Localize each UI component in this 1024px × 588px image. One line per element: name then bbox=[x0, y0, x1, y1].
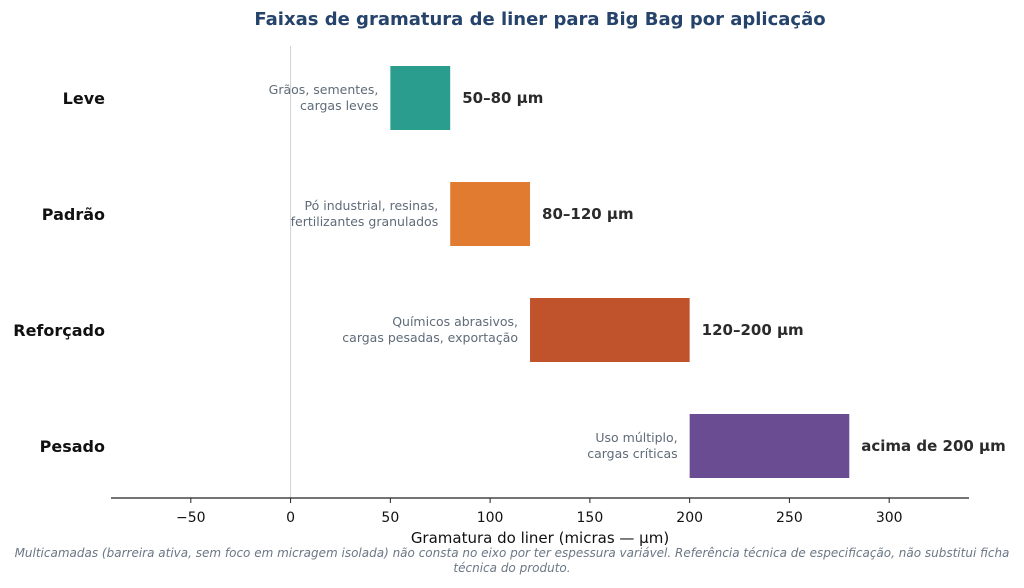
range-label-padrao: 80–120 µm bbox=[542, 205, 634, 223]
description-label-reforcado: Químicos abrasivos, bbox=[392, 314, 518, 329]
bars-layer: Leve 50–80 µm Grãos, sementes,cargas leves… bbox=[13, 66, 1006, 478]
x-tick-label: 250 bbox=[776, 510, 803, 526]
description-label-reforcado: cargas pesadas, exportação bbox=[342, 330, 518, 345]
description-label-padrao: Pó industrial, resinas, bbox=[305, 198, 439, 213]
x-tick-label: 50 bbox=[381, 510, 399, 526]
description-label-pesado: Uso múltiplo, bbox=[595, 430, 677, 445]
chart-title: Faixas de gramatura de liner para Big Ba… bbox=[254, 9, 825, 30]
description-label-leve: cargas leves bbox=[300, 98, 378, 113]
description-label-pesado: cargas críticas bbox=[587, 446, 677, 461]
bar-reforcado bbox=[530, 298, 690, 362]
x-axis-ticks: −50 0 50 100 150 200 250 300 bbox=[176, 498, 903, 526]
x-tick-label: 200 bbox=[676, 510, 703, 526]
footnote: Multicamadas (barreira ativa, sem foco e… bbox=[14, 546, 1010, 575]
x-tick-label: 0 bbox=[286, 510, 295, 526]
category-label-padrao: Padrão bbox=[42, 205, 105, 224]
description-label-leve: Grãos, sementes, bbox=[269, 82, 379, 97]
bar-pesado bbox=[689, 414, 850, 478]
x-tick-label: −50 bbox=[176, 510, 206, 526]
bar-padrao bbox=[450, 182, 531, 246]
range-label-reforcado: 120–200 µm bbox=[702, 321, 804, 339]
x-tick-label: 300 bbox=[876, 510, 903, 526]
description-label-padrao: fertilizantes granulados bbox=[291, 214, 439, 229]
range-label-leve: 50–80 µm bbox=[462, 89, 543, 107]
x-axis-title: Gramatura do liner (micras — µm) bbox=[411, 529, 669, 547]
x-tick-label: 100 bbox=[477, 510, 504, 526]
bar-leve bbox=[390, 66, 451, 130]
category-label-pesado: Pesado bbox=[40, 437, 105, 456]
range-label-pesado: acima de 200 µm bbox=[861, 437, 1005, 455]
category-label-reforcado: Reforçado bbox=[13, 321, 105, 340]
x-tick-label: 150 bbox=[577, 510, 604, 526]
category-label-leve: Leve bbox=[63, 89, 105, 108]
